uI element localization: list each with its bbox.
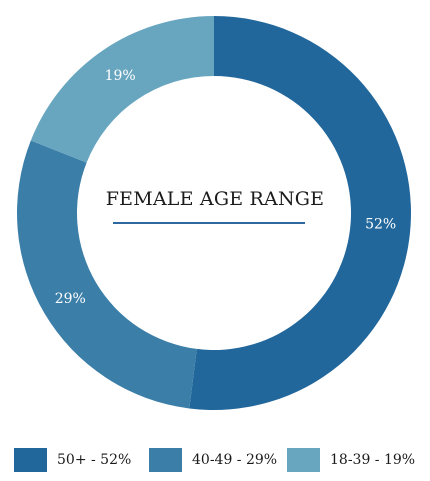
slice-value-label: 29% xyxy=(55,291,86,307)
legend-label-50-plus: 50+ - 52% xyxy=(57,452,132,468)
slice-value-label: 52% xyxy=(365,216,396,232)
chart-legend: 50+ - 52% 40-49 - 29% 18-39 - 19% xyxy=(14,448,424,474)
donut-slice-labels: 52% 29% 19% xyxy=(55,68,397,307)
legend-swatch-50-plus xyxy=(14,448,47,472)
slice-value-label: 19% xyxy=(105,68,136,84)
legend-label-18-39: 18-39 - 19% xyxy=(330,452,416,468)
title-underline xyxy=(113,222,305,224)
legend-item-50-plus: 50+ - 52% xyxy=(14,448,131,472)
donut-chart: 52% 29% 19% xyxy=(17,16,411,410)
donut-slice-50-plus xyxy=(189,16,411,410)
legend-swatch-40-49 xyxy=(149,448,182,472)
legend-label-40-49: 40-49 - 29% xyxy=(192,452,278,468)
legend-swatch-18-39 xyxy=(287,448,320,472)
chart-title: FEMALE AGE RANGE xyxy=(105,188,325,210)
legend-item-40-49: 40-49 - 29% xyxy=(149,448,277,472)
donut-slice-40-49 xyxy=(17,140,197,409)
donut-slices xyxy=(17,16,411,410)
legend-item-18-39: 18-39 - 19% xyxy=(287,448,415,472)
donut-slice-18-39 xyxy=(30,16,215,163)
